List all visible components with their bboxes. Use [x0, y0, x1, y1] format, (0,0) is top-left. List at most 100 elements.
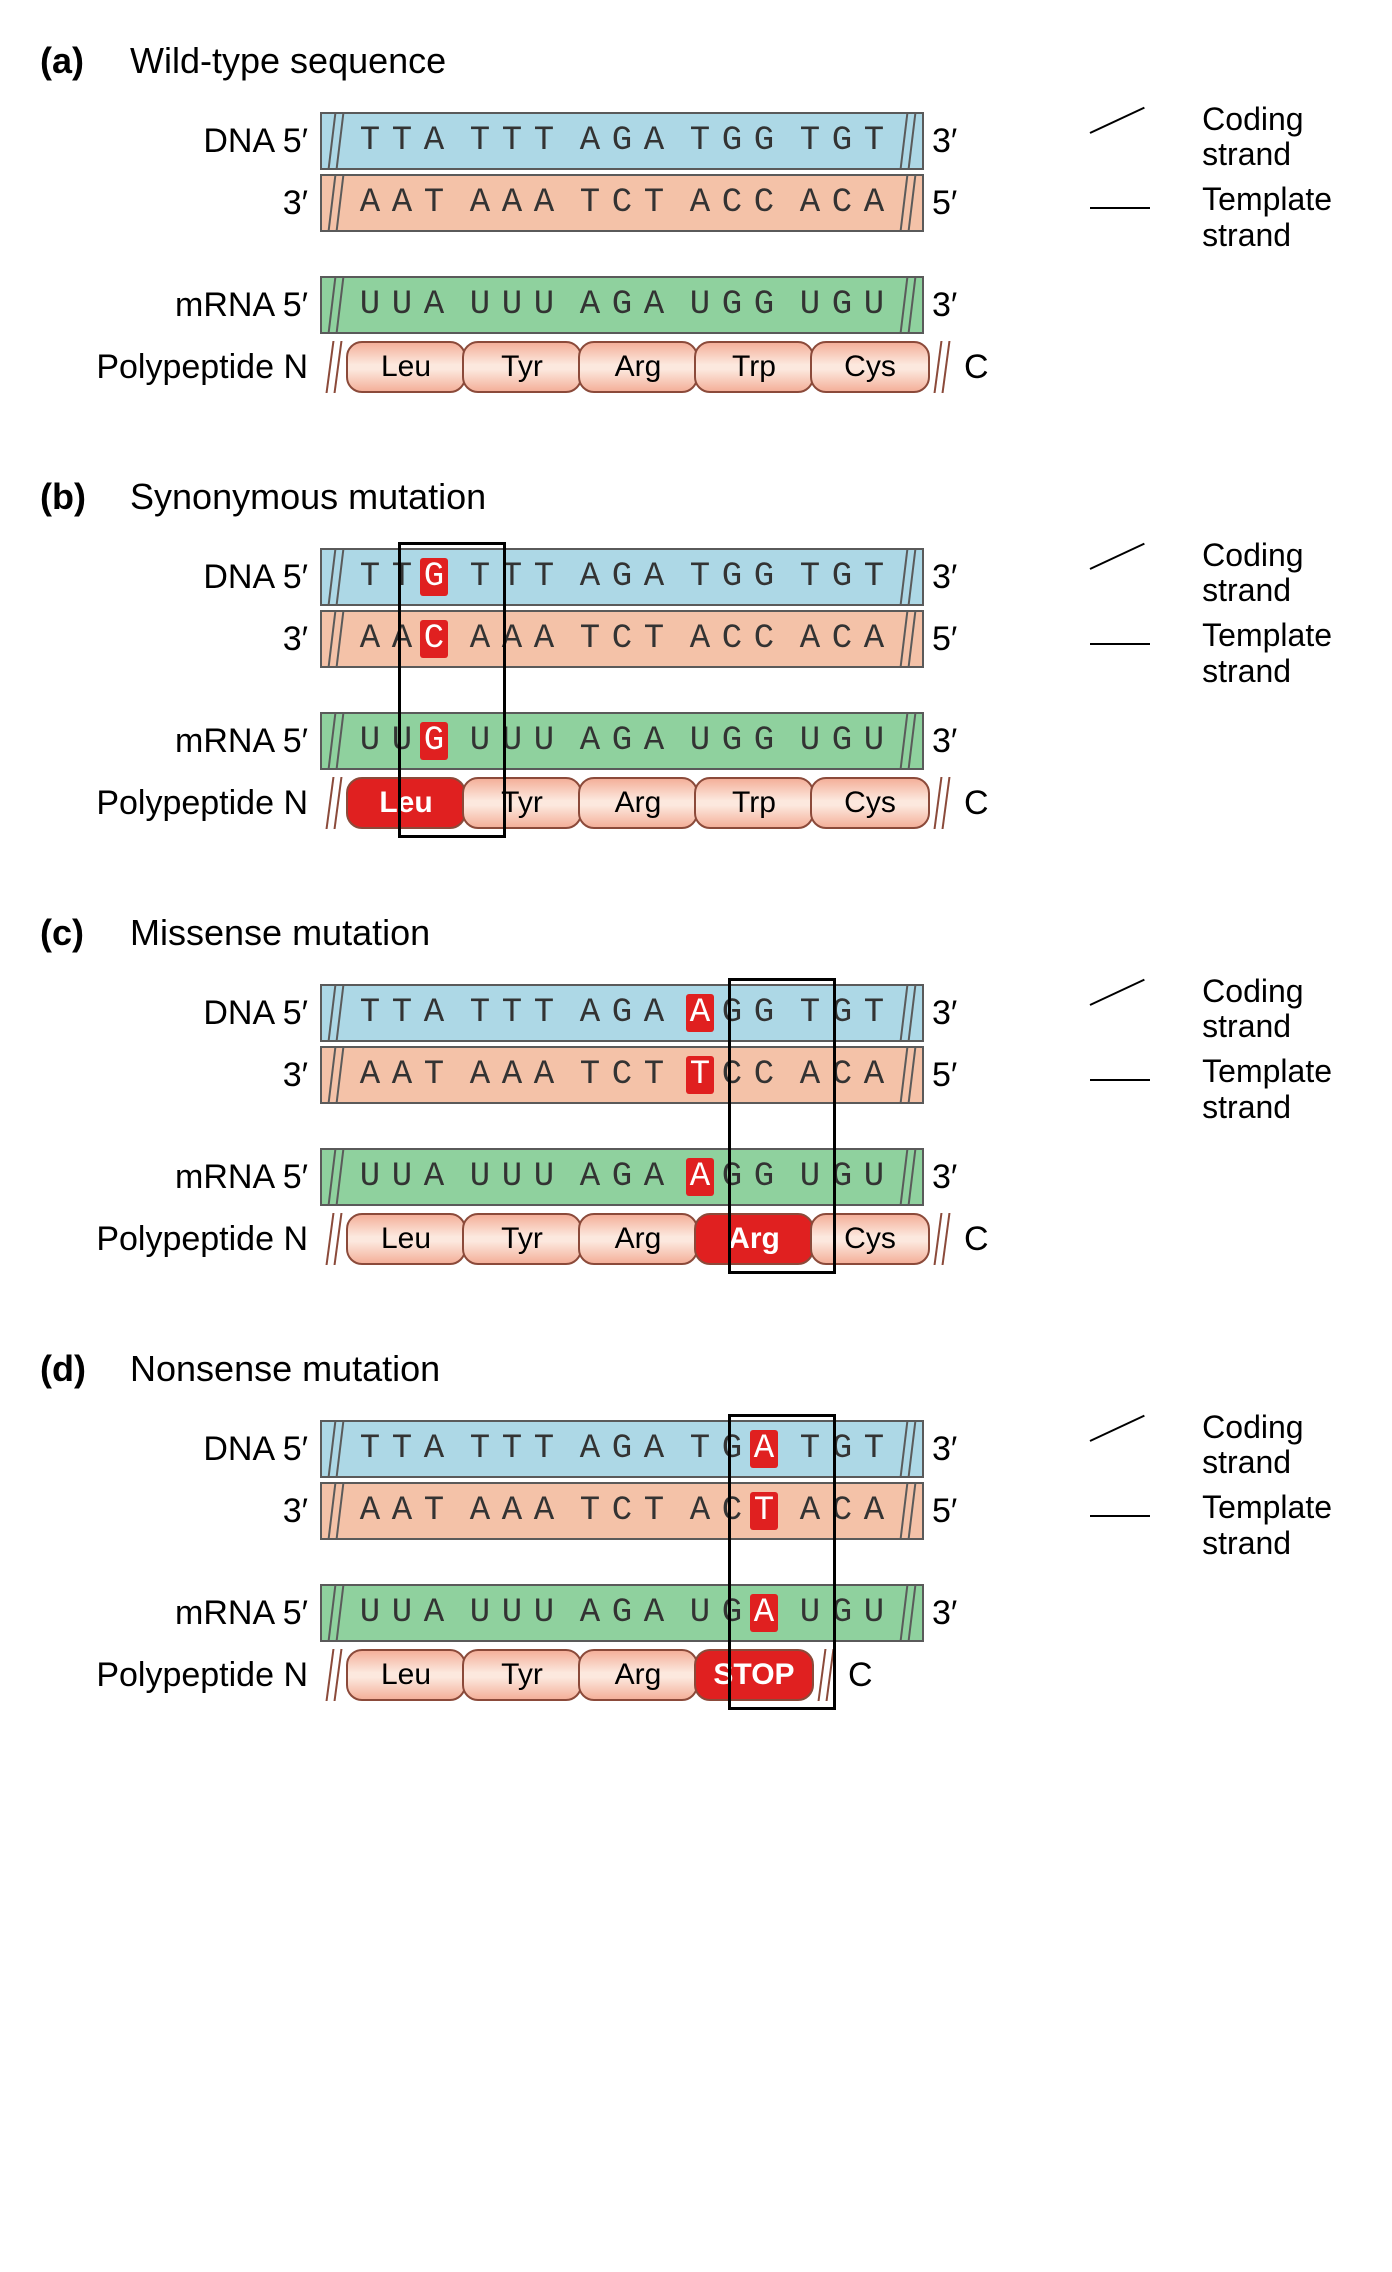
amino-acid: Cys	[810, 1213, 930, 1265]
base: U	[860, 1158, 888, 1196]
base: A	[466, 1492, 494, 1530]
base: T	[530, 1430, 558, 1468]
base: A	[640, 286, 668, 324]
base: A	[530, 1056, 558, 1094]
template-strand: AATAAATCTACTACA	[320, 1482, 924, 1540]
codon: ACA	[796, 620, 888, 658]
base: T	[796, 994, 824, 1032]
base: T	[498, 994, 526, 1032]
base: C	[718, 620, 746, 658]
codon: TTA	[356, 1430, 448, 1468]
amino-acid: Tyr	[462, 1213, 582, 1265]
base: A	[796, 1056, 824, 1094]
panel-content: DNA 5′ TTATTTAGATGGTGT 3′ 3′ AATAAATCTAC…	[40, 112, 1352, 396]
base: U	[498, 722, 526, 760]
base: T	[356, 558, 384, 596]
base: C	[750, 184, 778, 222]
three-prime-label: 3′	[924, 122, 965, 161]
codon: TTA	[356, 122, 448, 160]
base: T	[356, 122, 384, 160]
codon: TTT	[466, 558, 558, 596]
base: A	[498, 1492, 526, 1530]
codon: AGA	[576, 722, 668, 760]
base: A	[388, 620, 416, 658]
codon: TCT	[576, 620, 668, 658]
codon: AGA	[576, 1430, 668, 1468]
base: T	[796, 122, 824, 160]
base: U	[686, 286, 714, 324]
base: U	[686, 1594, 714, 1632]
base: G	[608, 1594, 636, 1632]
codon: UGG	[686, 722, 778, 760]
amino-acid: Tyr	[462, 341, 582, 393]
base: A	[640, 122, 668, 160]
coding-strand-row: DNA 5′ TTGTTTAGATGGTGT 3′	[40, 548, 1352, 606]
base: C	[718, 1056, 746, 1094]
codon: UUA	[356, 1158, 448, 1196]
base: T	[860, 122, 888, 160]
base: U	[860, 722, 888, 760]
base: T	[576, 184, 604, 222]
base: A	[796, 1492, 824, 1530]
codon: AAA	[466, 184, 558, 222]
codon: AAT	[356, 1492, 448, 1530]
panel-title: (c) Missense mutation	[40, 912, 1352, 954]
panel-title: (d) Nonsense mutation	[40, 1348, 1352, 1390]
polypeptide-label: Polypeptide N	[40, 1220, 320, 1259]
base: G	[608, 722, 636, 760]
base: A	[686, 620, 714, 658]
base: T	[466, 558, 494, 596]
template-strand-annot: Templatestrand	[1202, 1054, 1332, 1124]
codon: AGA	[576, 122, 668, 160]
base: C	[718, 184, 746, 222]
base: G	[750, 1158, 778, 1196]
panel-d: (d) Nonsense mutation DNA 5′ TTATTTAGATG…	[40, 1348, 1352, 1704]
base: T	[796, 558, 824, 596]
mrna-strand: UUAUUUAGAAGGUGU	[320, 1148, 924, 1206]
polypeptide-chain: LeuTyrArgTrpCys	[320, 338, 956, 396]
coding-strand: TTATTTAGATGGTGT	[320, 112, 924, 170]
base: T	[466, 122, 494, 160]
template-strand: AACAAATCTACCACA	[320, 610, 924, 668]
base: T	[356, 994, 384, 1032]
dna-label: DNA 5′	[40, 994, 320, 1033]
base: T	[466, 994, 494, 1032]
codon: TGT	[796, 1430, 888, 1468]
panel-content: DNA 5′ TTATTTAGAAGGTGT 3′ 3′ AATAAATCTTC…	[40, 984, 1352, 1268]
codon: UUG	[356, 722, 448, 760]
mrna-label: mRNA 5′	[40, 1594, 320, 1633]
codon: AAT	[356, 1056, 448, 1094]
base: U	[530, 1158, 558, 1196]
five-prime-label: 5′	[924, 184, 965, 223]
base: A	[576, 558, 604, 596]
amino-acid: Trp	[694, 341, 814, 393]
base: A	[576, 1430, 604, 1468]
codon: AGG	[686, 994, 778, 1032]
base: C	[718, 1492, 746, 1530]
base: G	[608, 558, 636, 596]
codon: UGU	[796, 722, 888, 760]
base: T	[686, 558, 714, 596]
base: U	[530, 722, 558, 760]
amino-acid: Cys	[810, 777, 930, 829]
base: A	[750, 1594, 778, 1632]
base: U	[356, 286, 384, 324]
three-prime-left: 3′	[40, 184, 320, 223]
base: A	[686, 994, 714, 1032]
base: T	[388, 558, 416, 596]
coding-strand-annot: Codingstrand	[1202, 1410, 1332, 1480]
base: A	[640, 1430, 668, 1468]
base: G	[718, 122, 746, 160]
polypeptide-chain: LeuTyrArgArgCys	[320, 1210, 956, 1268]
coding-strand-annot: Codingstrand	[1202, 538, 1332, 608]
base: U	[356, 1158, 384, 1196]
base: U	[796, 286, 824, 324]
codon: UUU	[466, 1594, 558, 1632]
base: T	[388, 122, 416, 160]
base: A	[860, 184, 888, 222]
codon: AAC	[356, 620, 448, 658]
base: A	[640, 1158, 668, 1196]
panel-c: (c) Missense mutation DNA 5′ TTATTTAGAAG…	[40, 912, 1352, 1268]
codon: AGG	[686, 1158, 778, 1196]
strand-annotations: Codingstrand Templatestrand	[1202, 102, 1332, 253]
